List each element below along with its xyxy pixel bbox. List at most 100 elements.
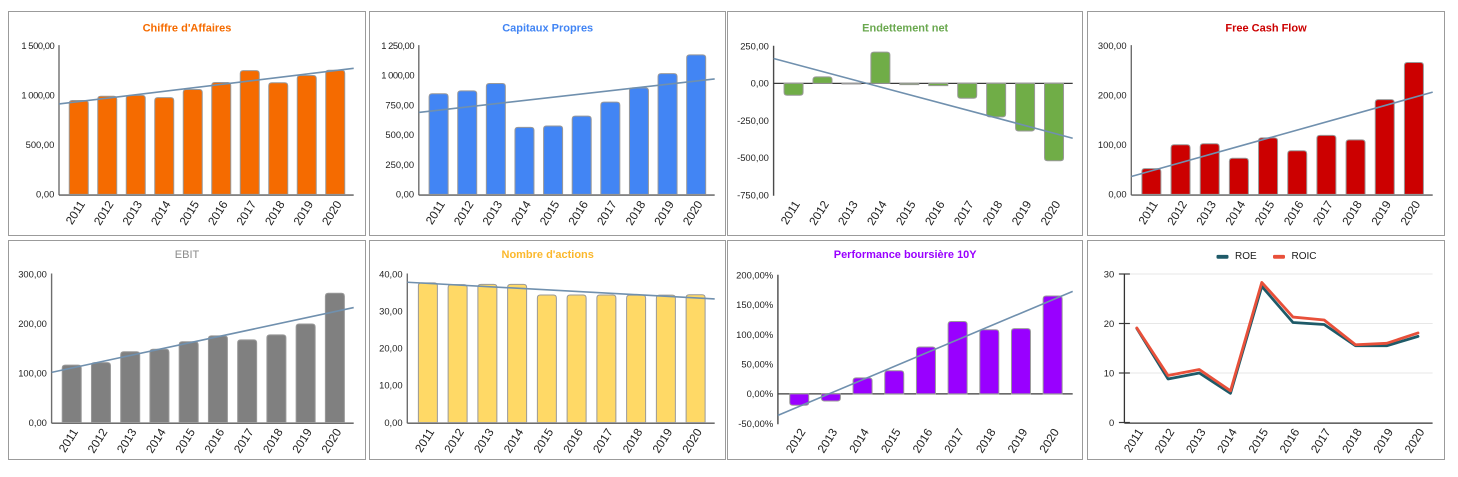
svg-text:2020: 2020 [1397, 198, 1423, 228]
svg-text:-500,00: -500,00 [737, 152, 769, 163]
svg-text:2014: 2014 [865, 198, 890, 227]
svg-text:-250,00: -250,00 [737, 115, 769, 126]
svg-text:2011: 2011 [778, 199, 802, 227]
svg-text:2017: 2017 [595, 199, 620, 228]
svg-text:0,00: 0,00 [1108, 189, 1126, 200]
svg-text:2016: 2016 [1281, 198, 1307, 228]
svg-text:2019: 2019 [1005, 426, 1030, 455]
svg-text:2014: 2014 [143, 425, 169, 455]
svg-text:100,00: 100,00 [18, 367, 47, 378]
svg-text:2014: 2014 [847, 426, 872, 455]
svg-text:2019: 2019 [1370, 425, 1396, 455]
svg-text:200,00%: 200,00% [736, 269, 773, 280]
svg-text:2018: 2018 [974, 426, 999, 455]
svg-text:2016: 2016 [201, 425, 227, 455]
svg-text:200,00: 200,00 [18, 317, 47, 328]
svg-text:0: 0 [1109, 416, 1114, 427]
svg-text:1 500,00: 1 500,00 [21, 40, 54, 51]
svg-text:2019: 2019 [290, 198, 316, 228]
svg-text:2011: 2011 [1121, 425, 1146, 454]
svg-text:10: 10 [1104, 367, 1114, 378]
svg-text:2018: 2018 [260, 425, 286, 455]
svg-text:2017: 2017 [1310, 198, 1336, 228]
svg-text:ROE: ROE [1235, 251, 1257, 262]
svg-text:50,00%: 50,00% [741, 358, 773, 369]
svg-text:10,00: 10,00 [379, 379, 402, 390]
svg-text:0,00: 0,00 [29, 416, 47, 427]
svg-text:2012: 2012 [85, 425, 111, 455]
svg-text:2013: 2013 [836, 198, 861, 227]
svg-text:2017: 2017 [952, 199, 977, 228]
svg-text:2017: 2017 [591, 426, 616, 455]
svg-text:2017: 2017 [233, 198, 259, 228]
svg-text:300,00: 300,00 [18, 268, 47, 279]
svg-text:-50,00%: -50,00% [738, 417, 773, 428]
svg-text:2020: 2020 [1037, 426, 1062, 455]
svg-text:Free Cash Flow: Free Cash Flow [1225, 23, 1307, 35]
svg-text:1 000,00: 1 000,00 [381, 70, 414, 81]
svg-text:2012: 2012 [91, 198, 117, 228]
svg-text:EBIT: EBIT [175, 248, 200, 260]
svg-text:2016: 2016 [205, 198, 231, 228]
svg-text:2019: 2019 [289, 425, 315, 455]
svg-text:2011: 2011 [56, 425, 81, 454]
svg-text:40,00: 40,00 [379, 268, 402, 279]
svg-text:2020: 2020 [318, 425, 344, 455]
svg-text:2018: 2018 [1339, 198, 1365, 228]
svg-text:2012: 2012 [1152, 425, 1178, 455]
svg-text:2016: 2016 [561, 426, 586, 455]
svg-text:2015: 2015 [879, 426, 904, 455]
svg-text:1 000,00: 1 000,00 [21, 90, 54, 101]
svg-text:2014: 2014 [502, 426, 527, 455]
svg-text:2013: 2013 [815, 426, 840, 455]
svg-text:2014: 2014 [1222, 198, 1248, 228]
svg-text:2014: 2014 [509, 198, 534, 227]
svg-text:2015: 2015 [1252, 198, 1278, 228]
svg-text:100,00%: 100,00% [736, 328, 773, 339]
svg-text:500,00: 500,00 [26, 139, 55, 150]
svg-text:2015: 2015 [531, 426, 556, 455]
svg-text:2019: 2019 [1368, 198, 1394, 228]
svg-text:250,00: 250,00 [740, 41, 769, 52]
svg-text:Endettement net: Endettement net [862, 23, 948, 35]
svg-text:500,00: 500,00 [385, 129, 414, 140]
svg-text:ROIC: ROIC [1292, 251, 1317, 262]
svg-text:20,00: 20,00 [379, 342, 402, 353]
svg-text:150,00%: 150,00% [736, 299, 773, 310]
svg-text:Performance boursière 10Y: Performance boursière 10Y [834, 248, 978, 260]
svg-text:2015: 2015 [894, 198, 919, 227]
svg-text:0,00: 0,00 [751, 78, 769, 89]
svg-text:0,00: 0,00 [396, 189, 414, 200]
svg-text:200,00: 200,00 [1098, 90, 1127, 101]
svg-text:2017: 2017 [942, 426, 967, 455]
svg-text:0,00: 0,00 [384, 416, 402, 427]
svg-text:250,00: 250,00 [385, 159, 414, 170]
svg-text:2013: 2013 [1183, 425, 1209, 455]
svg-text:2013: 2013 [119, 198, 145, 228]
svg-text:20: 20 [1104, 317, 1114, 328]
svg-text:0,00: 0,00 [36, 189, 54, 200]
svg-text:30: 30 [1104, 268, 1114, 279]
svg-text:2011: 2011 [423, 199, 447, 227]
svg-text:2017: 2017 [1308, 425, 1334, 455]
svg-text:2011: 2011 [63, 198, 88, 227]
svg-text:0,00%: 0,00% [747, 388, 774, 399]
svg-text:Chiffre d'Affaires: Chiffre d'Affaires [143, 23, 232, 35]
svg-text:2020: 2020 [680, 426, 705, 455]
svg-text:2020: 2020 [1402, 425, 1428, 455]
svg-text:Capitaux Propres: Capitaux Propres [502, 23, 593, 35]
svg-text:2016: 2016 [923, 198, 948, 227]
svg-text:2012: 2012 [442, 426, 467, 455]
svg-text:750,00: 750,00 [385, 99, 414, 110]
svg-text:2018: 2018 [621, 426, 646, 455]
svg-text:2012: 2012 [1164, 198, 1190, 228]
svg-text:2016: 2016 [910, 426, 935, 455]
svg-text:1 250,00: 1 250,00 [381, 40, 414, 51]
svg-text:2018: 2018 [623, 198, 648, 227]
svg-text:2015: 2015 [538, 198, 563, 227]
svg-text:2018: 2018 [981, 198, 1006, 227]
svg-text:2020: 2020 [1038, 198, 1063, 227]
svg-text:2015: 2015 [176, 198, 202, 228]
svg-text:300,00: 300,00 [1098, 40, 1127, 51]
svg-text:2015: 2015 [1245, 425, 1271, 455]
